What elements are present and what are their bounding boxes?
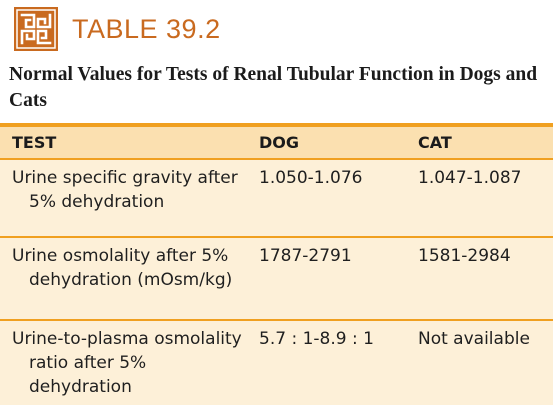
- table-number: TABLE 39.2: [72, 13, 221, 44]
- dog-cell: 1.050-1.076: [259, 168, 363, 188]
- table-row: Urine specific gravity after 5% dehydrat…: [0, 160, 553, 238]
- table-header: TABLE 39.2: [14, 6, 221, 52]
- table-row: Urine osmolality after 5% dehydration (m…: [0, 238, 553, 321]
- column-header-dog: DOG: [259, 133, 300, 152]
- table-header-row: TEST DOG CAT: [0, 127, 553, 160]
- test-cell: Urine-to-plasma osmolality ratio after 5…: [12, 329, 242, 397]
- data-table: TEST DOG CAT Urine specific gravity afte…: [0, 123, 553, 405]
- column-header-test: TEST: [12, 133, 57, 152]
- dog-cell: 5.7 : 1-8.9 : 1: [259, 329, 374, 349]
- test-cell: Urine osmolality after 5% dehydration (m…: [12, 246, 233, 290]
- test-cell: Urine specific gravity after 5% dehydrat…: [12, 168, 238, 212]
- table-row: Urine-to-plasma osmolality ratio after 5…: [0, 321, 553, 405]
- cat-cell: Not available: [418, 329, 530, 349]
- greek-key-icon: [14, 7, 58, 51]
- cat-cell: 1.047-1.087: [418, 168, 522, 188]
- column-header-cat: CAT: [418, 133, 452, 152]
- table-top-rule: [0, 123, 553, 127]
- dog-cell: 1787-2791: [259, 246, 352, 266]
- table-caption: Normal Values for Tests of Renal Tubular…: [9, 64, 538, 111]
- cat-cell: 1581-2984: [418, 246, 511, 266]
